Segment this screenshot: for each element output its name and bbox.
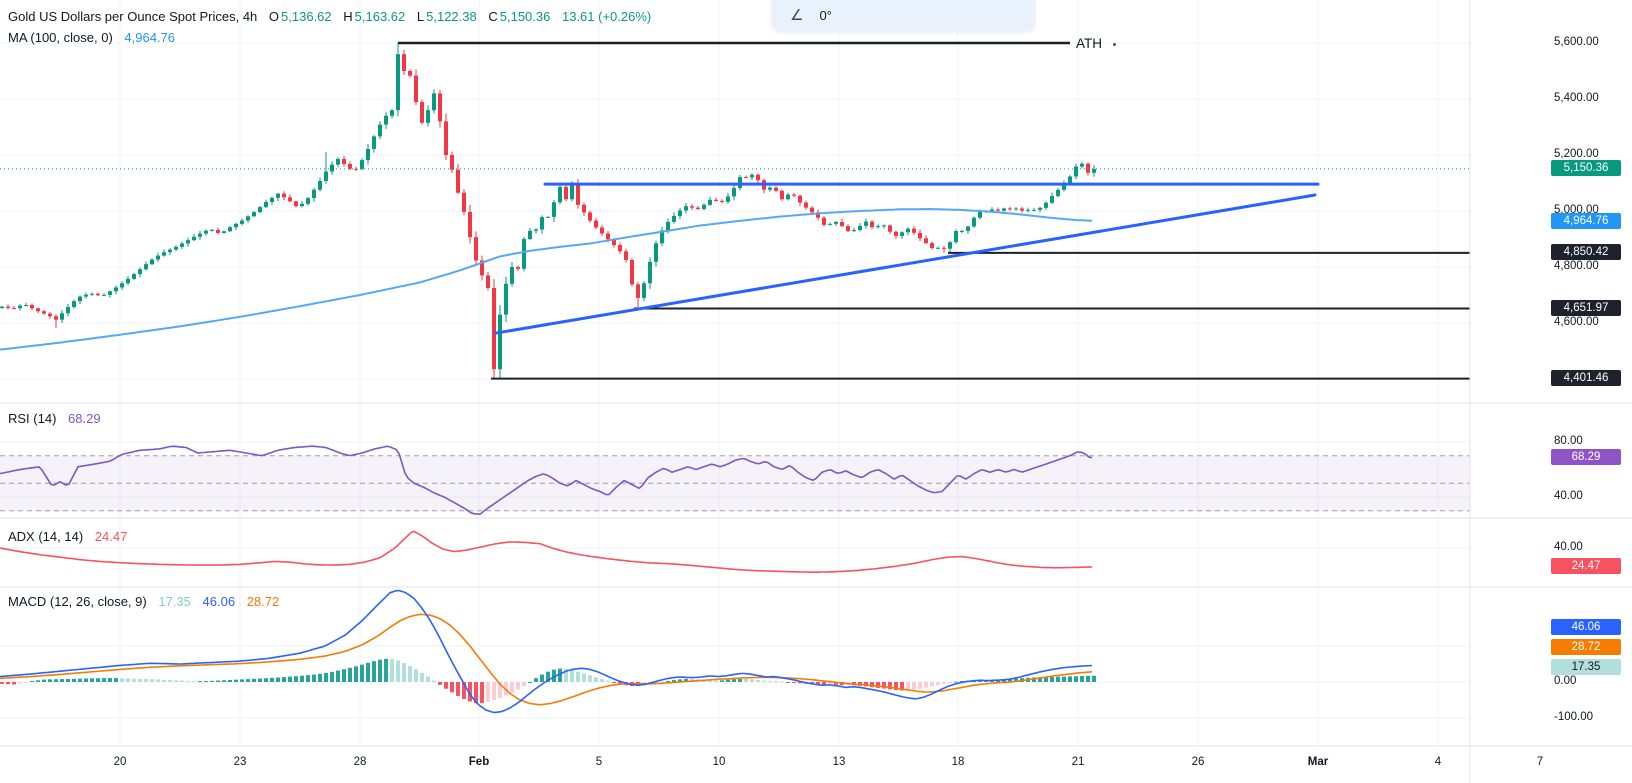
macd-tick: 0.00 <box>1554 675 1577 687</box>
macd-tick: -100.00 <box>1554 711 1594 723</box>
price-tick: 5,600.00 <box>1554 36 1599 48</box>
macd-value-badge: 46.06 <box>1551 619 1621 635</box>
time-label-21: 21 <box>1071 756 1085 768</box>
ohlc-close-label: C <box>488 9 498 24</box>
macd-line <box>0 589 1093 714</box>
ma-value-badge: 4,964.76 <box>1551 213 1621 229</box>
drawing-angle-toolbar[interactable]: ∠ 0° <box>772 0 1035 30</box>
ohlc-high-label: H <box>343 9 353 24</box>
macd-histogram <box>0 658 1096 704</box>
adx-legend[interactable]: ADX (14, 14) 24.47 <box>8 529 127 544</box>
macd-label: MACD (12, 26, close, 9) <box>8 594 147 609</box>
ascending-support <box>494 193 1317 335</box>
ma-value: 4,964.76 <box>124 30 176 45</box>
price-tick: 5,400.00 <box>1554 92 1599 104</box>
price-tick: 4,800.00 <box>1554 260 1599 272</box>
angle-icon: ∠ <box>790 7 804 24</box>
macd-signal-line <box>0 613 1093 706</box>
ma-plot <box>0 208 1093 351</box>
rsi-tick: 40.00 <box>1554 490 1583 502</box>
rsi-plot <box>0 445 1093 516</box>
adx-value: 24.47 <box>94 529 128 544</box>
ohlc-high-value: 5,163.62 <box>354 9 406 24</box>
time-label-7: 7 <box>1536 756 1544 768</box>
rsi-label: RSI (14) <box>8 411 57 426</box>
time-label-10: 10 <box>712 756 726 768</box>
macd-line-value: 46.06 <box>202 594 236 609</box>
adx-label: ADX (14, 14) <box>8 529 84 544</box>
ohlc-open-value: 5,136.62 <box>281 9 332 24</box>
macd-lines <box>0 589 1093 714</box>
price-tick: 4,600.00 <box>1554 316 1599 328</box>
current-price-badge: 5,150.36 <box>1551 160 1621 176</box>
ath-label: ATH <box>1076 36 1102 51</box>
angle-value: 0° <box>819 7 832 23</box>
ohlc-open-label: O <box>268 9 280 24</box>
time-label-13: 13 <box>832 756 846 768</box>
level-4850-badge: 4,850.42 <box>1551 244 1621 260</box>
symbol-legend[interactable]: Gold US Dollars per Ounce Spot Prices, 4… <box>8 9 651 24</box>
rsi-value-badge: 68.29 <box>1551 449 1621 465</box>
time-label-26: 26 <box>1191 756 1205 768</box>
rsi-value: 68.29 <box>68 411 101 426</box>
adx-plot <box>0 530 1093 574</box>
ohlc-change-value: 13.61 (+0.26%) <box>561 9 652 24</box>
ma-label: MA (100, close, 0) <box>8 30 113 45</box>
adx-line <box>0 530 1093 574</box>
time-label-18: 18 <box>951 756 965 768</box>
time-label-feb: Feb <box>468 756 490 768</box>
price-axis[interactable]: 5,600.00 5,400.00 5,200.00 5,000.00 4,800.00… <box>1470 0 1632 783</box>
ath-line-endpoint[interactable] <box>1113 43 1116 46</box>
macd-legend[interactable]: MACD (12, 26, close, 9) 17.35 46.06 28.7… <box>8 594 279 609</box>
ohlc-close-value: 5,150.36 <box>499 9 551 24</box>
price-tick: 5,200.00 <box>1554 148 1599 160</box>
rsi-bands <box>0 455 1470 512</box>
rsi-tick: 80.00 <box>1554 435 1583 447</box>
time-label-28: 28 <box>353 756 367 768</box>
rsi-legend[interactable]: RSI (14) 68.29 <box>8 411 101 426</box>
grid <box>0 0 1470 746</box>
candles <box>0 43 1096 379</box>
rsi-line <box>0 445 1093 516</box>
level-4401-badge: 4,401.46 <box>1551 370 1621 386</box>
hist-value-badge: 17.35 <box>1551 659 1621 675</box>
macd-hist-value: 17.35 <box>158 594 191 609</box>
signal-value-badge: 28.72 <box>1551 639 1621 655</box>
time-label-23: 23 <box>233 756 247 768</box>
level-4651-badge: 4,651.97 <box>1551 300 1621 316</box>
adx-value-badge: 24.47 <box>1551 558 1621 574</box>
time-label-20: 20 <box>113 756 127 768</box>
ohlc-low-label: L <box>416 9 425 24</box>
ohlc-low-value: 5,122.38 <box>426 9 477 24</box>
time-label-5: 5 <box>595 756 603 768</box>
symbol-title: Gold US Dollars per Ounce Spot Prices, 4… <box>8 9 258 24</box>
adx-tick: 40.00 <box>1554 541 1583 553</box>
time-label-mar: Mar <box>1307 756 1329 768</box>
drawings <box>0 41 1470 380</box>
macd-signal-value: 28.72 <box>246 594 280 609</box>
time-label-4: 4 <box>1434 756 1442 768</box>
ma-legend[interactable]: MA (100, close, 0) 4,964.76 <box>8 30 175 45</box>
ma-line <box>0 208 1093 351</box>
